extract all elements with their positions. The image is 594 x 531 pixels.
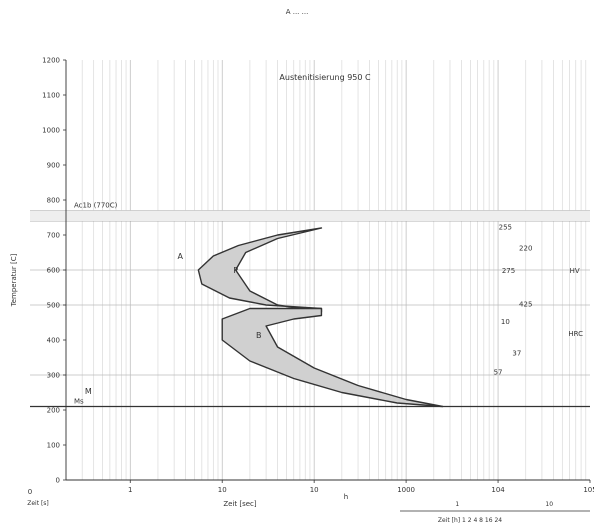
labels: A P B M 255 220 275 HV 425 10 HRC 37 57 [85, 223, 583, 396]
y-tick-label: 800 [47, 197, 60, 205]
x-tick-label: 104 [491, 486, 505, 494]
y-tick-label: 200 [47, 407, 60, 415]
x-tick-label: 1 [128, 486, 132, 494]
x-tick-label: 1000 [397, 486, 415, 494]
y-tick-label: 1000 [42, 127, 60, 135]
ac1-band [30, 210, 590, 221]
transformation-regions [197, 227, 444, 408]
hardness-label: 425 [519, 300, 532, 308]
region-P [197, 227, 323, 313]
y-tick-label: 1200 [42, 57, 60, 65]
reference-line-label: Ms [74, 398, 84, 406]
y-tick-label: 500 [47, 302, 60, 310]
chart-subtitle: Austenitisierung 950 C [279, 73, 371, 82]
reference-line-label: Ac1b (770C) [74, 202, 118, 210]
x-tick-label: 105 [583, 486, 594, 494]
region-B [221, 307, 444, 408]
hardness-label: HRC [568, 330, 583, 338]
region-label: A [178, 252, 184, 261]
x-tick-hours-label: 1 [455, 501, 459, 508]
hardness-label: 220 [519, 244, 532, 252]
hardness-label: 10 [501, 318, 510, 326]
left-bottom-label: 0 [28, 488, 32, 496]
left-unit-label: Zeit [s] [27, 500, 49, 507]
x-tick-hours-label: 10 [545, 501, 553, 508]
y-tick-label: 1100 [42, 92, 60, 100]
x-axis-label: Zeit [sec] [223, 500, 257, 508]
axes: 0 100 200 300 400 500 600 700 800 900 1000 1100 1200… [42, 57, 594, 509]
y-tick-label: 700 [47, 232, 60, 240]
y-tick-label: 300 [47, 372, 60, 380]
y-tick-label: 100 [47, 442, 60, 450]
region-label: P [233, 266, 238, 275]
hardness-label: 37 [512, 349, 521, 357]
y-tick-label: 600 [47, 267, 60, 275]
y-axis-label: Temperatur [C] [10, 253, 18, 307]
hours-label: h [344, 493, 348, 501]
y-tick-label: 400 [47, 337, 60, 345]
hardness-label: HV [570, 267, 580, 275]
region-label: B [256, 331, 262, 340]
chart-title: A ... ... [286, 8, 309, 16]
bottom-strip-label: Zeit [h] 1 2 4 8 16 24 [438, 517, 502, 524]
hardness-label: 275 [502, 267, 515, 275]
y-tick-label: 900 [47, 162, 60, 170]
hardness-label: 57 [494, 369, 503, 377]
x-tick-days-label: 1 [592, 487, 594, 494]
x-tick-label: 10 [310, 486, 319, 494]
hardness-label: 255 [499, 223, 512, 231]
region-label: M [85, 387, 92, 396]
y-tick-label: 0 [56, 477, 60, 485]
x-tick-label: 10 [218, 486, 227, 494]
